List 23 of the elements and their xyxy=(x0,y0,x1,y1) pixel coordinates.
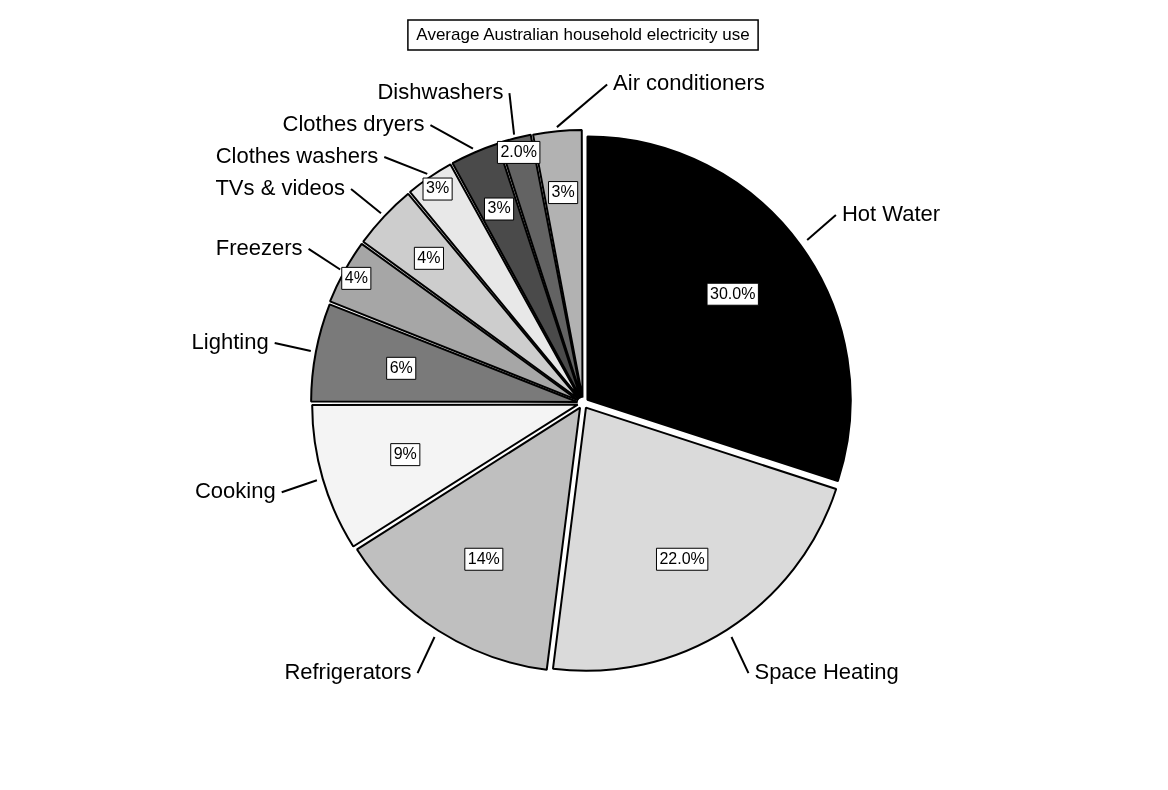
slice-label: Freezers xyxy=(215,234,303,260)
slice-label: Lighting xyxy=(191,329,269,355)
data-label: 9% xyxy=(393,445,417,463)
data-label: 3% xyxy=(426,179,450,197)
data-label: 30.0% xyxy=(710,284,756,302)
slice-label: Space Heating xyxy=(754,659,899,685)
data-label: 3% xyxy=(551,182,575,200)
slice-label: Hot Water xyxy=(841,200,941,226)
chart-title: Average Australian household electricity use xyxy=(416,24,750,44)
slice-label: TVs & videos xyxy=(215,175,346,201)
slice-label: Cooking xyxy=(194,478,276,504)
data-label: 22.0% xyxy=(659,549,705,567)
data-label: 14% xyxy=(467,549,500,567)
slice-label: Refrigerators xyxy=(284,659,412,685)
data-label: 2.0% xyxy=(500,142,537,160)
slice-label: Clothes dryers xyxy=(282,111,425,137)
slice-label: Dishwashers xyxy=(377,79,504,105)
slice-label: Air conditioners xyxy=(613,70,765,96)
data-label: 4% xyxy=(417,248,441,266)
slice-label: Clothes washers xyxy=(215,143,379,169)
data-label: 4% xyxy=(344,268,368,286)
data-label: 6% xyxy=(389,358,413,376)
data-label: 3% xyxy=(487,199,511,217)
